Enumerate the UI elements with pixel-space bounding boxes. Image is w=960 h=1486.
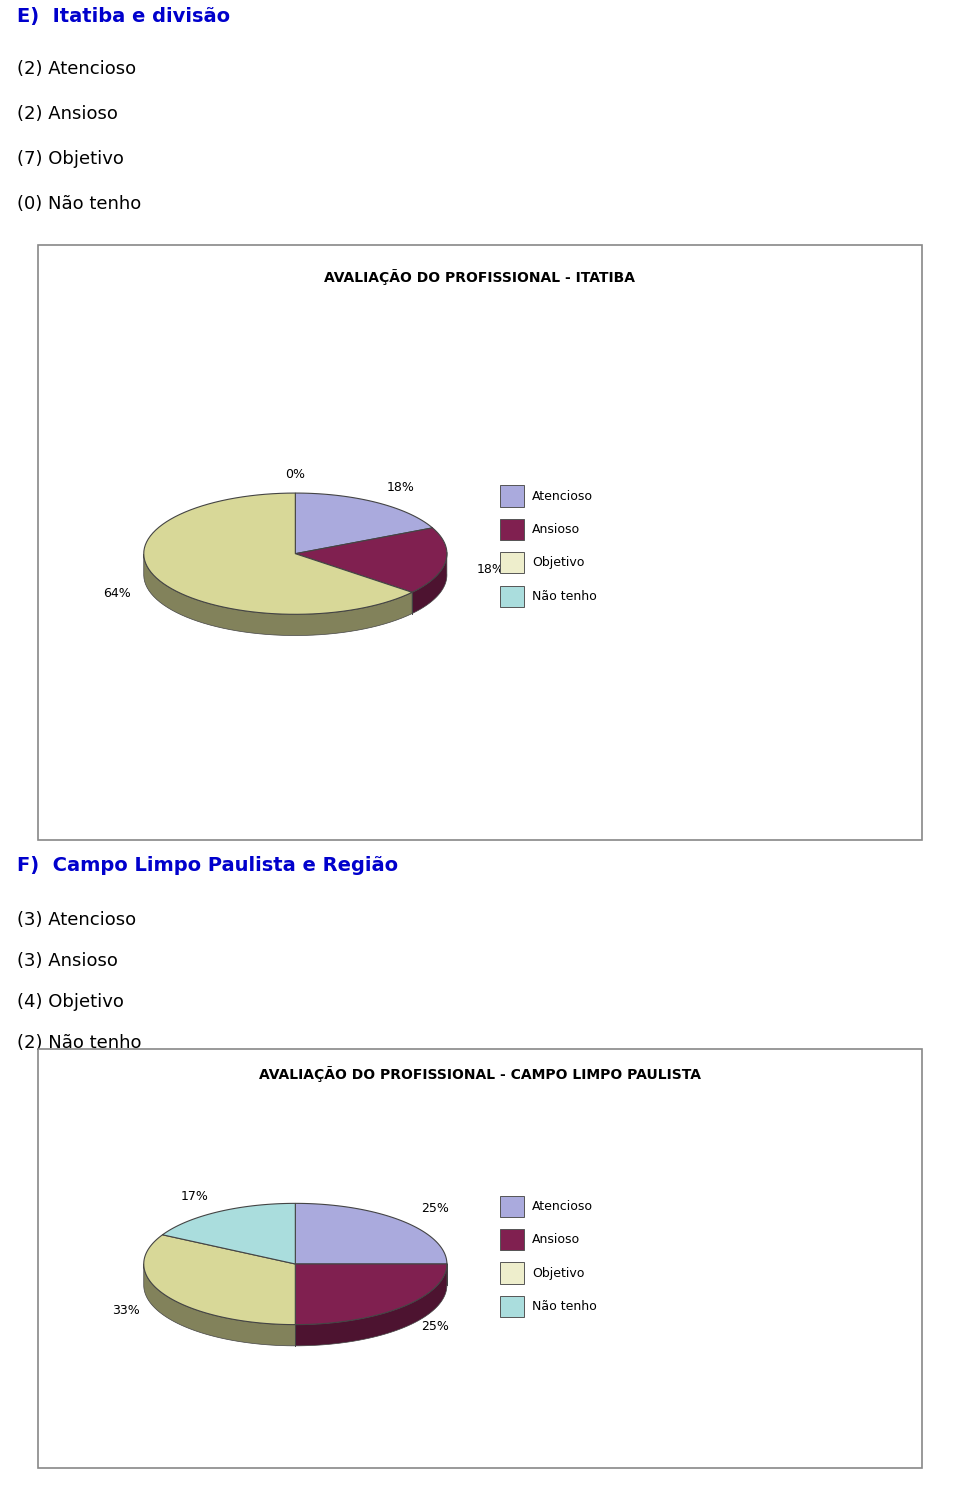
Text: (2) Ansioso: (2) Ansioso: [17, 106, 118, 123]
Polygon shape: [296, 1265, 447, 1346]
Bar: [500, 1196, 524, 1217]
Text: 33%: 33%: [111, 1305, 139, 1317]
Text: (3) Ansioso: (3) Ansioso: [17, 951, 118, 970]
Polygon shape: [162, 1204, 296, 1265]
Polygon shape: [296, 1204, 447, 1265]
Polygon shape: [296, 528, 447, 593]
Text: (2) Não tenho: (2) Não tenho: [17, 1034, 142, 1052]
Text: (7) Objetivo: (7) Objetivo: [17, 150, 124, 168]
Bar: [500, 519, 524, 539]
Polygon shape: [412, 553, 447, 614]
Polygon shape: [296, 1265, 447, 1324]
Text: 25%: 25%: [420, 1320, 448, 1333]
Text: Objetivo: Objetivo: [532, 1266, 585, 1279]
Text: F)  Campo Limpo Paulista e Região: F) Campo Limpo Paulista e Região: [17, 856, 398, 875]
Text: AVALIAÇÃO DO PROFISSIONAL - ITATIBA: AVALIAÇÃO DO PROFISSIONAL - ITATIBA: [324, 269, 636, 285]
Text: (4) Objetivo: (4) Objetivo: [17, 993, 124, 1010]
Polygon shape: [144, 554, 412, 636]
Text: Não tenho: Não tenho: [532, 590, 596, 603]
Bar: [500, 1263, 524, 1284]
Text: E)  Itatiba e divisão: E) Itatiba e divisão: [17, 7, 230, 25]
Text: Ansioso: Ansioso: [532, 1233, 580, 1247]
Text: (2) Atencioso: (2) Atencioso: [17, 59, 136, 77]
Text: Ansioso: Ansioso: [532, 523, 580, 536]
Text: (0) Não tenho: (0) Não tenho: [17, 195, 141, 212]
Polygon shape: [296, 493, 432, 554]
Text: AVALIAÇÃO DO PROFISSIONAL - CAMPO LIMPO PAULISTA: AVALIAÇÃO DO PROFISSIONAL - CAMPO LIMPO …: [259, 1065, 701, 1082]
Polygon shape: [144, 1235, 296, 1324]
Polygon shape: [144, 1263, 296, 1346]
Text: 18%: 18%: [387, 480, 415, 493]
Text: Atencioso: Atencioso: [532, 1199, 592, 1213]
Bar: [500, 553, 524, 574]
Text: Atencioso: Atencioso: [532, 489, 592, 502]
Text: 25%: 25%: [420, 1202, 448, 1214]
Text: (3) Atencioso: (3) Atencioso: [17, 911, 136, 929]
Text: 18%: 18%: [477, 563, 505, 577]
Text: 0%: 0%: [285, 468, 305, 481]
Bar: [500, 585, 524, 606]
Bar: [500, 486, 524, 507]
Text: 64%: 64%: [103, 587, 131, 600]
Text: Objetivo: Objetivo: [532, 556, 585, 569]
Text: 17%: 17%: [181, 1190, 209, 1202]
Text: Não tenho: Não tenho: [532, 1300, 596, 1314]
Polygon shape: [144, 493, 412, 614]
Bar: [500, 1229, 524, 1250]
Bar: [500, 1296, 524, 1317]
